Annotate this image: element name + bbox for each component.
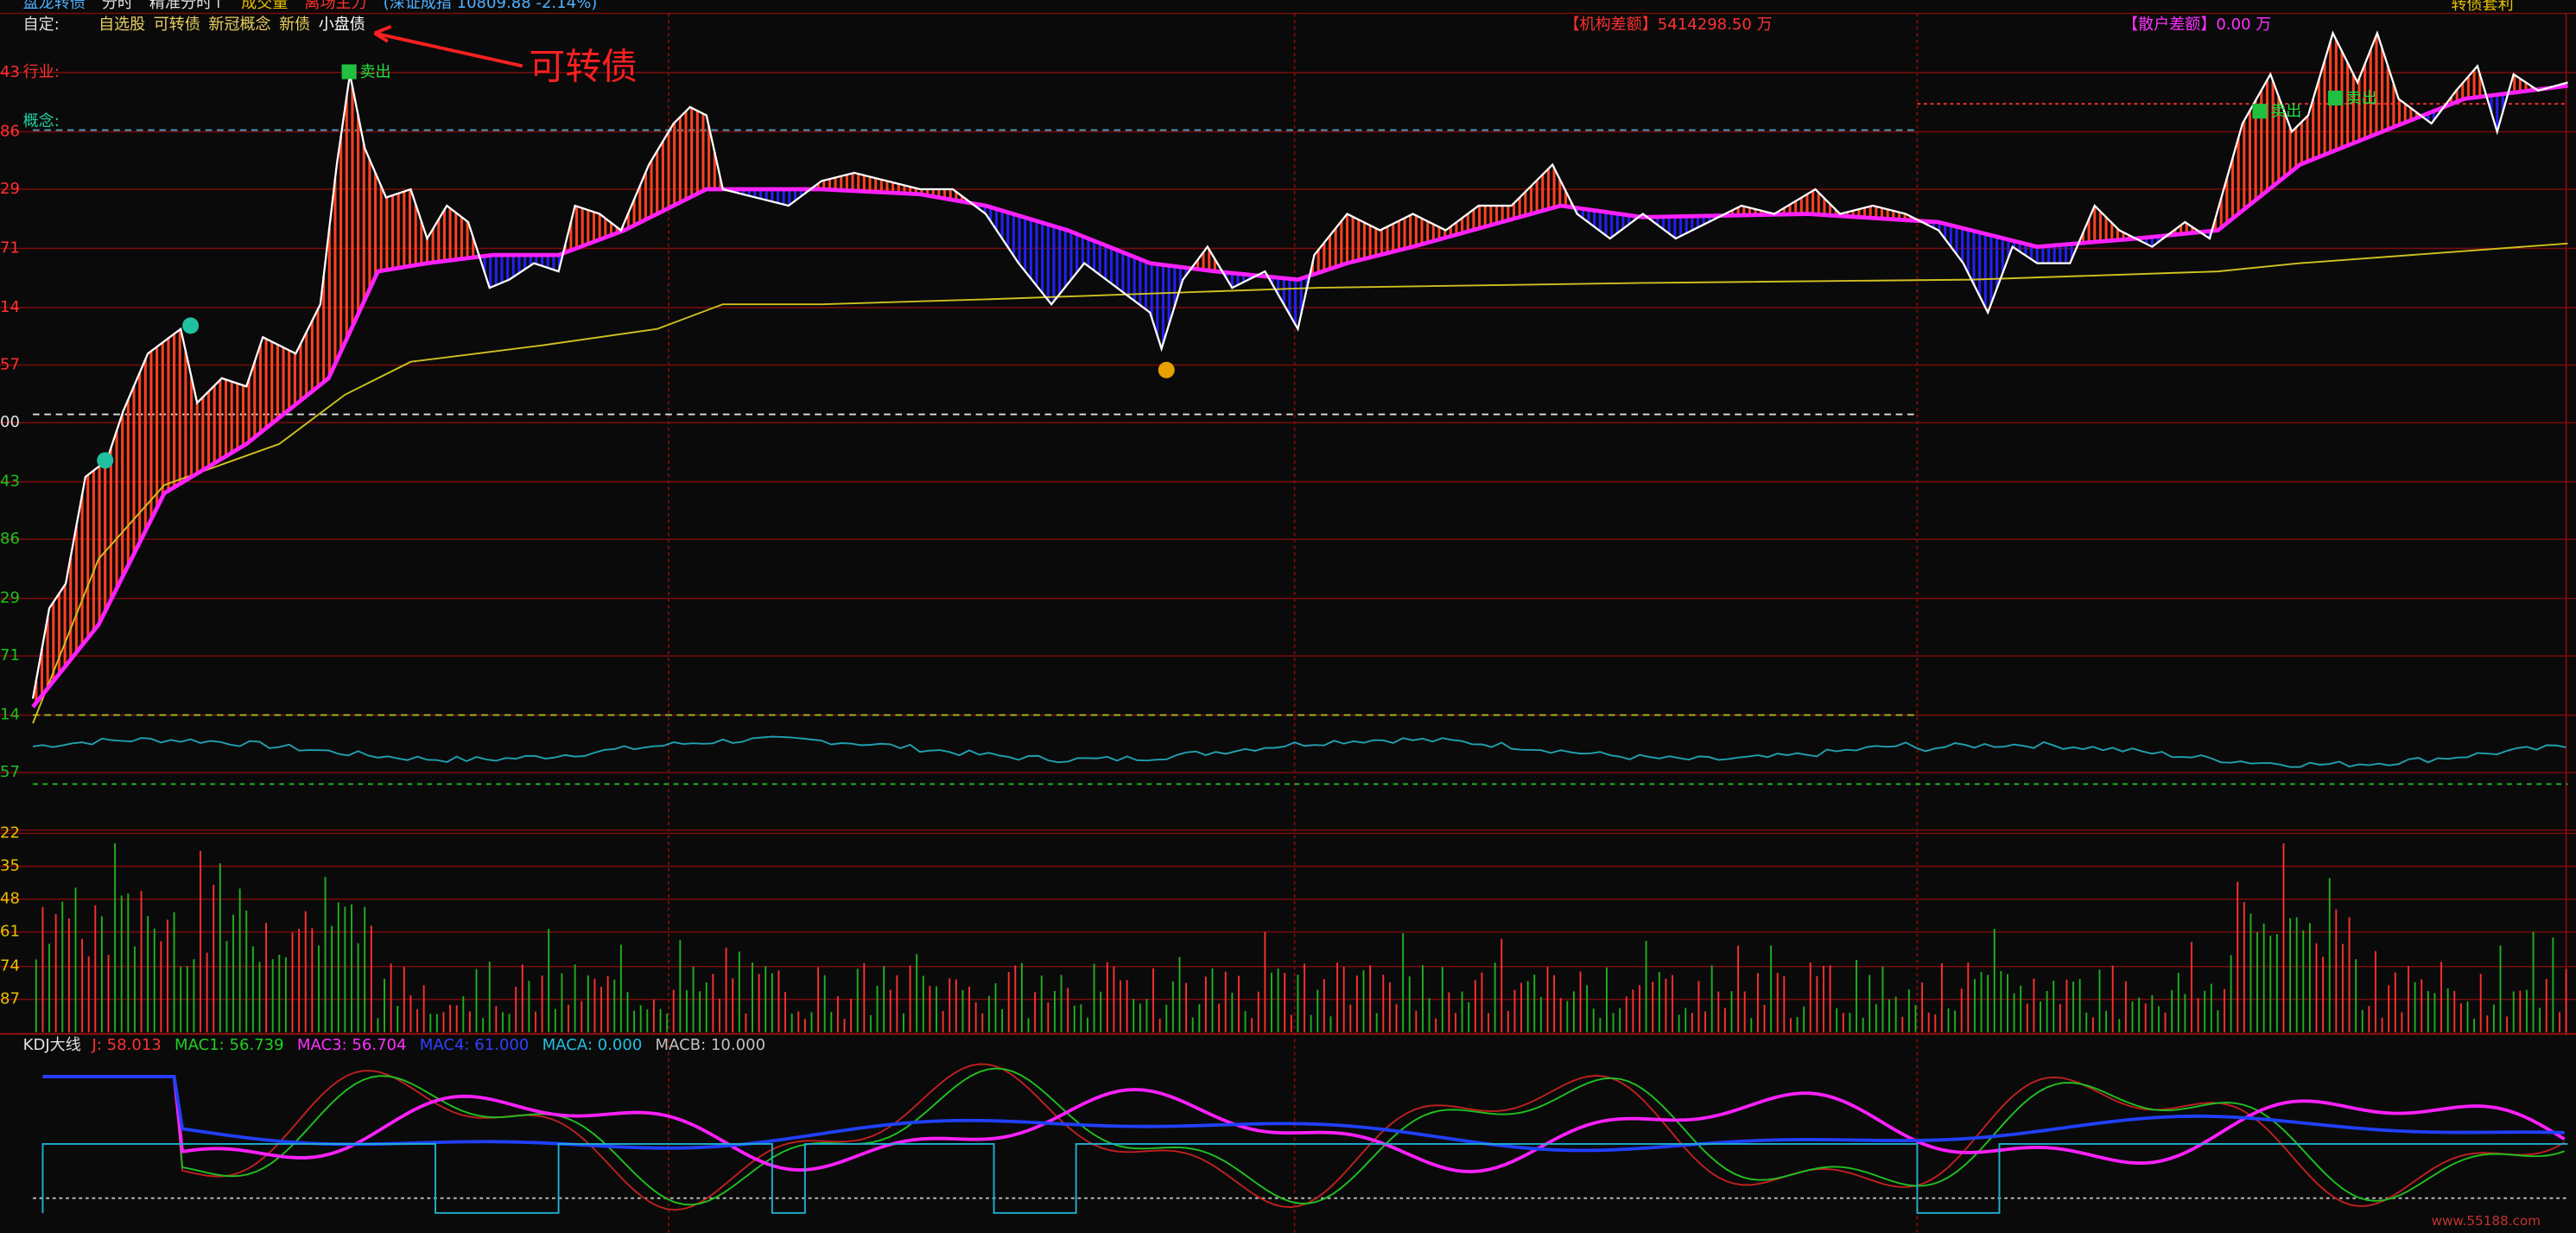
price-axis-label: 86 xyxy=(0,530,20,548)
volume-axis-label: 48 xyxy=(0,890,20,908)
kdj-mac4-line xyxy=(42,1075,2565,1153)
volume-axis-label: 87 xyxy=(0,990,20,1008)
top-bar-item: 分时 xyxy=(102,0,133,12)
custom-tag[interactable]: 可转债 xyxy=(154,16,200,34)
price-axis-label: 57 xyxy=(0,356,20,374)
flow-line xyxy=(32,735,2566,768)
grid xyxy=(0,12,2576,1233)
price-axis-label: 14 xyxy=(0,298,20,316)
plots xyxy=(31,30,2568,1214)
price-axis-label: 86 xyxy=(0,122,20,140)
top-bar-item: 成交量 xyxy=(241,0,288,12)
kdj-value: MAC1: 56.739 xyxy=(174,1036,284,1054)
top-bar-item: 精准分时↑ xyxy=(149,0,225,12)
top-bar-item: 盘龙转债 xyxy=(23,0,86,12)
kdj-mac1-line xyxy=(42,1067,2565,1206)
kdj-value: MAC3: 56.704 xyxy=(297,1036,407,1054)
volume-axis-label: 22 xyxy=(0,824,20,842)
price-axis-label: 57 xyxy=(0,763,20,781)
retail-diff: 【散户差额】0.00 万 xyxy=(2122,16,2271,34)
price-axis-label: 43 xyxy=(0,473,20,491)
signal-icon xyxy=(1158,361,1175,378)
sell-badge xyxy=(2327,90,2343,106)
sell-label: 卖出 xyxy=(2270,103,2301,121)
price-axis-label: 14 xyxy=(0,706,20,724)
concept-label: 概念: xyxy=(23,111,60,130)
price-axis-label: 71 xyxy=(0,646,20,664)
signal-icon xyxy=(97,452,114,469)
signal-icon xyxy=(182,317,200,334)
custom-tag[interactable]: 新冠概念 xyxy=(208,15,270,34)
kdj-value: MACB: 10.000 xyxy=(656,1036,766,1054)
arbitrage-label: 转债套利 xyxy=(2451,0,2513,14)
kdj-value: MAC4: 61.000 xyxy=(420,1036,530,1054)
price-axis-label: 29 xyxy=(0,589,20,607)
top-bar-item: 离场主力 xyxy=(304,0,366,12)
price-line xyxy=(31,30,2568,699)
annotation: 可转债 xyxy=(529,46,638,88)
kdj-title: KDJ大线 xyxy=(23,1036,81,1054)
kdj-maca-line xyxy=(41,1143,2568,1214)
volume-axis-label: 61 xyxy=(0,923,20,941)
kdj-value: MACA: 0.000 xyxy=(542,1036,643,1054)
price-axis-label: 43 xyxy=(0,63,20,81)
custom-tag[interactable]: 新债 xyxy=(279,16,310,34)
price-axis-label: 29 xyxy=(0,180,20,198)
sell-badge xyxy=(2252,104,2268,119)
kdj-mac3-line xyxy=(42,1075,2566,1173)
long-average-line xyxy=(32,242,2568,724)
custom-label: 自定: xyxy=(23,16,60,34)
industry-label: 行业: xyxy=(23,63,60,81)
sell-badge xyxy=(341,64,357,79)
institution-diff: 【机构差额】5414298.50 万 xyxy=(1564,16,1772,34)
price-axis-label: 71 xyxy=(0,239,20,257)
top-bar-item: (深证成指 10809.88 -2.14%) xyxy=(384,0,598,12)
watermark: www.55188.com xyxy=(2432,1213,2541,1229)
volume-axis-label: 35 xyxy=(0,857,20,875)
sell-label: 卖出 xyxy=(359,63,390,81)
volume-axis-label: 74 xyxy=(0,957,20,976)
annotation-arrow xyxy=(373,24,523,68)
custom-tag[interactable]: 自选股 xyxy=(98,16,145,34)
kdj-j-line xyxy=(42,1063,2566,1211)
kdj-value: J: 58.013 xyxy=(91,1036,161,1054)
custom-tag[interactable]: 小盘债 xyxy=(319,16,365,34)
sell-label: 卖出 xyxy=(2346,89,2377,107)
price-axis-label: 00 xyxy=(0,413,20,431)
